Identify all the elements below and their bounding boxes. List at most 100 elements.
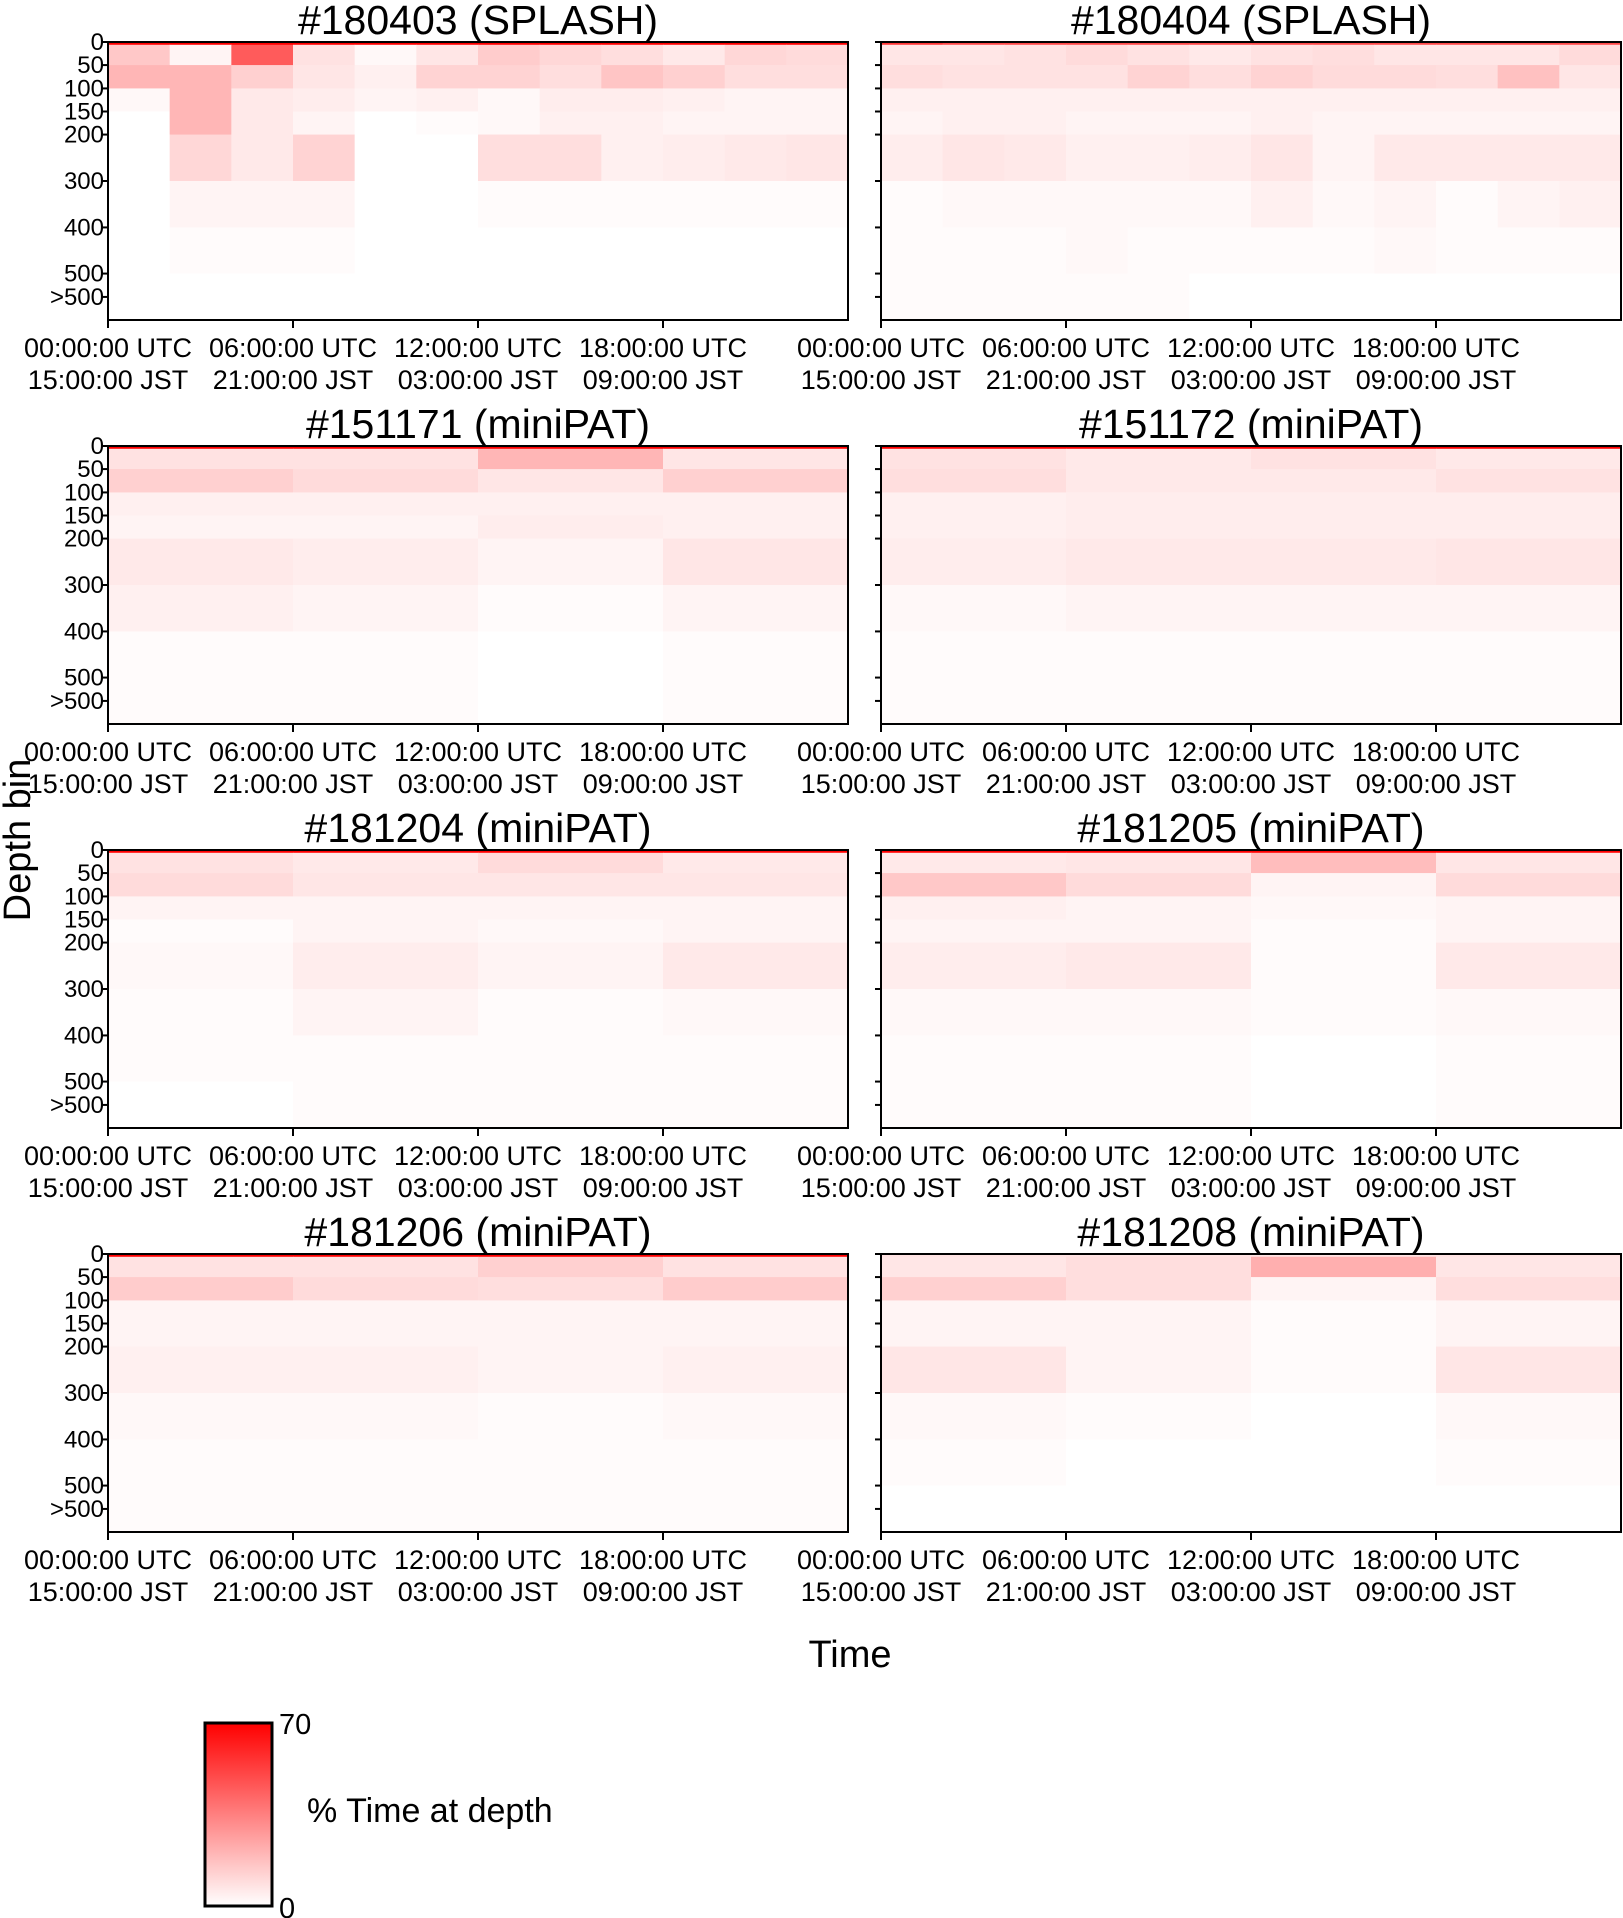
x-tick-label-utc: 06:00:00 UTC xyxy=(209,1545,377,1575)
y-tick-label: 100 xyxy=(64,75,104,102)
heatmap-cell xyxy=(1127,44,1190,66)
heatmap-cell xyxy=(1312,44,1375,66)
heatmap-cell xyxy=(1312,227,1375,275)
x-tick-label-jst: 09:00:00 JST xyxy=(583,769,744,799)
heatmap-cell xyxy=(881,852,1067,874)
heatmap-cell xyxy=(1251,631,1437,679)
heatmap-cell xyxy=(1004,273,1067,321)
heatmap-cell xyxy=(108,181,171,228)
heatmap-cell xyxy=(1127,88,1190,112)
y-tick-label: 100 xyxy=(64,479,104,506)
x-tick-label-jst: 15:00:00 JST xyxy=(28,1173,189,1203)
heatmap-cell xyxy=(1066,538,1252,586)
heatmap-cell xyxy=(1312,65,1375,89)
heatmap-cell xyxy=(1251,919,1437,944)
heatmap-cell xyxy=(663,44,726,66)
heatmap-cell xyxy=(663,515,849,540)
heatmap-cell xyxy=(478,1393,664,1440)
heatmap-cell xyxy=(1066,111,1129,136)
heatmap-cell xyxy=(601,44,664,66)
heatmap-cell xyxy=(724,42,787,46)
color-legend: 70 0 % Time at depth xyxy=(203,1709,553,1918)
y-tick-label: 500 xyxy=(64,665,104,692)
panel-title: #180404 (SPLASH) xyxy=(1071,0,1431,43)
heatmap-cell xyxy=(1436,446,1622,450)
heatmap-cell xyxy=(1251,585,1437,632)
heatmap-cell xyxy=(1436,1439,1622,1487)
heatmap-cell xyxy=(786,134,849,182)
x-tick-label-jst: 09:00:00 JST xyxy=(583,365,744,395)
heatmap-cell xyxy=(478,1254,664,1258)
heatmap-cell xyxy=(478,469,664,493)
panel-grid: #180403 (SPLASH)050100150200300400500>50… xyxy=(24,0,1622,1607)
x-tick-label-jst: 09:00:00 JST xyxy=(1356,1577,1517,1607)
heatmap-cell xyxy=(539,273,602,321)
heatmap-cell xyxy=(1436,44,1499,66)
y-tick-label: 500 xyxy=(64,1069,104,1096)
heatmap-cell xyxy=(1251,1256,1437,1278)
x-tick-label-utc: 18:00:00 UTC xyxy=(1352,737,1520,767)
x-tick-label-utc: 00:00:00 UTC xyxy=(24,1545,192,1575)
heatmap-cell xyxy=(1004,227,1067,275)
heatmap-cell xyxy=(1004,44,1067,66)
y-tick-label: 50 xyxy=(77,52,104,79)
heatmap-cell xyxy=(293,989,479,1036)
heatmap-cell xyxy=(1004,42,1067,46)
heatmap-cell xyxy=(416,227,479,275)
x-tick-label-jst: 03:00:00 JST xyxy=(1171,365,1332,395)
x-tick-label-jst: 21:00:00 JST xyxy=(986,1577,1147,1607)
y-tick-label: 300 xyxy=(64,168,104,195)
x-tick-label-utc: 18:00:00 UTC xyxy=(1352,333,1520,363)
heatmap-cell xyxy=(1436,585,1622,632)
heatmap-cell xyxy=(1251,134,1314,182)
heatmap-cell xyxy=(108,1300,294,1324)
x-tick-label-utc: 00:00:00 UTC xyxy=(797,737,965,767)
x-tick-label-jst: 15:00:00 JST xyxy=(801,769,962,799)
heatmap-cell xyxy=(1127,134,1190,182)
heatmap-cell xyxy=(231,44,294,66)
legend-title: % Time at depth xyxy=(307,1792,553,1830)
heatmap-cell xyxy=(293,448,479,470)
heatmap-cell xyxy=(1251,492,1437,516)
heatmap-cell xyxy=(881,1346,1067,1394)
heatmap-cell xyxy=(1066,677,1252,725)
heatmap-cell xyxy=(108,88,171,112)
x-tick-label-utc: 18:00:00 UTC xyxy=(1352,1141,1520,1171)
heatmap-cell xyxy=(293,677,479,725)
heatmap-cell xyxy=(108,1081,294,1129)
heatmap-cell xyxy=(416,44,479,66)
heatmap-cell xyxy=(539,42,602,46)
heatmap-cell xyxy=(108,42,171,46)
heatmap-cell xyxy=(293,44,356,66)
heatmap-cell xyxy=(1066,989,1252,1036)
heatmap-cell xyxy=(881,1439,1067,1487)
heatmap-cell xyxy=(354,273,417,321)
heatmap-cell xyxy=(1066,88,1129,112)
heatmap-cell xyxy=(1251,1485,1437,1533)
heatmap-cell xyxy=(1436,852,1622,874)
heatmap-cell xyxy=(1066,1346,1252,1394)
heatmap-cell xyxy=(293,273,356,321)
heatmap-cell xyxy=(1251,538,1437,586)
heatmap-cell xyxy=(1251,1323,1437,1348)
heatmap-cell xyxy=(1066,919,1252,944)
heatmap-cell xyxy=(1251,446,1437,450)
heatmap-cell xyxy=(478,989,664,1036)
heatmap-cell xyxy=(478,1485,664,1533)
heatmap-cell xyxy=(478,492,664,516)
heatmap-cell xyxy=(539,88,602,112)
x-tick-label-jst: 03:00:00 JST xyxy=(398,365,559,395)
heatmap-cell xyxy=(881,44,944,66)
heatmap-cell xyxy=(293,1323,479,1348)
heatmap-cell xyxy=(1066,469,1252,493)
heatmap-cell xyxy=(663,538,849,586)
heatmap-cell xyxy=(1066,134,1129,182)
heatmap-cell xyxy=(1312,42,1375,46)
heatmap-cell xyxy=(1374,111,1437,136)
heatmap-cell xyxy=(1374,42,1437,46)
heatmap-cell xyxy=(478,88,541,112)
panel-title: #151171 (miniPAT) xyxy=(306,401,650,447)
